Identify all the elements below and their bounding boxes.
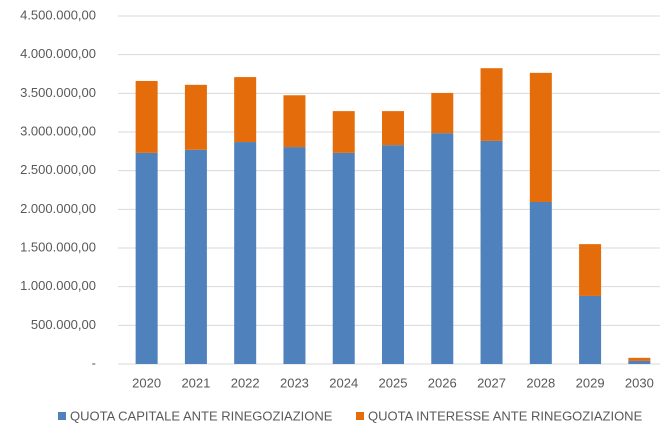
bar-segment bbox=[431, 133, 454, 364]
bar-segment bbox=[382, 111, 404, 146]
x-tick-label: 2023 bbox=[280, 375, 309, 390]
legend-swatch bbox=[356, 412, 364, 420]
bar-segment bbox=[234, 142, 257, 364]
y-tick-label: 1.500.000,00 bbox=[20, 239, 96, 254]
bar-segment bbox=[332, 111, 355, 153]
y-tick-label: 1.000.000,00 bbox=[20, 278, 96, 293]
y-tick-label: 4.500.000,00 bbox=[20, 7, 96, 22]
bar-segment bbox=[234, 77, 257, 143]
x-tick-label: 2021 bbox=[181, 375, 210, 390]
bar-segment bbox=[332, 152, 355, 364]
bar-segment bbox=[628, 357, 651, 361]
bar-segment bbox=[579, 244, 602, 296]
bar-segment bbox=[135, 152, 158, 364]
x-tick-label: 2027 bbox=[477, 375, 506, 390]
y-tick-label: 500.000,00 bbox=[31, 317, 96, 332]
legend-swatch bbox=[58, 412, 66, 420]
x-tick-label: 2028 bbox=[526, 375, 555, 390]
x-tick-label: 2030 bbox=[625, 375, 654, 390]
legend-label: QUOTA INTERESSE ANTE RINEGOZIAZIONE bbox=[368, 408, 643, 423]
x-tick-label: 2026 bbox=[428, 375, 457, 390]
bar-segment bbox=[529, 201, 552, 364]
bar-segment bbox=[184, 149, 207, 364]
legend-label: QUOTA CAPITALE ANTE RINEGOZIAZIONE bbox=[70, 408, 333, 423]
x-tick-label: 2024 bbox=[329, 375, 358, 390]
bar-segment bbox=[382, 145, 404, 364]
bar-segment bbox=[579, 295, 602, 364]
x-tick-label: 2029 bbox=[576, 375, 605, 390]
y-tick-label: - bbox=[92, 355, 96, 370]
bar-segment bbox=[184, 84, 207, 150]
bar-segment bbox=[628, 360, 651, 364]
y-tick-label: 2.500.000,00 bbox=[20, 162, 96, 177]
bar-segment bbox=[135, 80, 158, 153]
bar-segment bbox=[431, 92, 454, 134]
y-tick-label: 2.000.000,00 bbox=[20, 201, 96, 216]
bar-segment bbox=[480, 140, 503, 364]
y-tick-label: 4.000.000,00 bbox=[20, 46, 96, 61]
x-tick-label: 2020 bbox=[132, 375, 161, 390]
bar-segment bbox=[283, 95, 306, 148]
y-tick-label: 3.500.000,00 bbox=[20, 85, 96, 100]
bar-segment bbox=[283, 147, 306, 364]
x-tick-label: 2022 bbox=[231, 375, 260, 390]
x-tick-label: 2025 bbox=[379, 375, 408, 390]
y-tick-label: 3.000.000,00 bbox=[20, 123, 96, 138]
bar-segment bbox=[529, 72, 552, 202]
bar-segment bbox=[480, 68, 503, 141]
